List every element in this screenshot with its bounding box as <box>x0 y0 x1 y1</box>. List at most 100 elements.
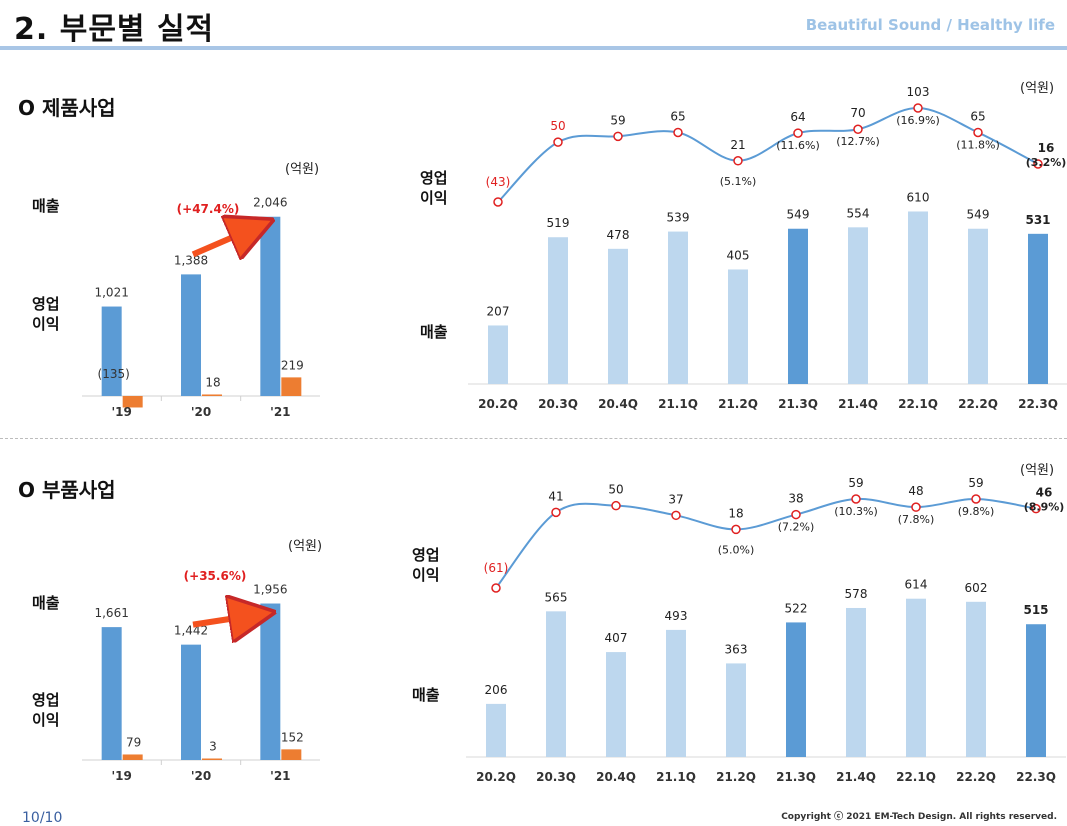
sales-bar <box>726 663 746 757</box>
category-label: 22.2Q <box>958 397 998 411</box>
sales-value-label: 1,442 <box>174 624 208 638</box>
op-value-label: 152 <box>281 730 304 744</box>
sales-bar <box>486 703 506 757</box>
op-margin-label: (9.8%) <box>958 505 995 518</box>
parts-op-label-right: 영업 이익 <box>412 546 440 584</box>
sales-bar <box>548 237 568 384</box>
product-op-label: 영업 이익 <box>32 295 60 333</box>
header-divider <box>0 46 1067 50</box>
sales-value-label: 407 <box>605 631 628 645</box>
product-unit-right: (억원) <box>1020 81 1055 96</box>
parts-unit-left: (억원) <box>288 539 323 554</box>
sales-bar <box>488 325 508 384</box>
op-profit-marker <box>553 137 563 147</box>
sales-bar <box>181 274 201 396</box>
sales-value-label: 206 <box>485 683 508 697</box>
op-margin-label: (16.9%) <box>896 114 940 127</box>
sales-bar <box>968 228 988 384</box>
op-margin-label: (7.2%) <box>778 521 815 534</box>
category-label: '21 <box>270 405 290 419</box>
op-value-label: 59 <box>610 113 625 127</box>
op-profit-bar <box>202 394 222 396</box>
op-profit-line <box>495 497 1037 589</box>
parts-unit-right: (억원) <box>1020 463 1055 478</box>
product-sales-label: 매출 <box>32 197 60 215</box>
category-label: '19 <box>111 405 131 419</box>
sales-value-label: 515 <box>1023 603 1048 617</box>
op-profit-marker <box>611 500 621 511</box>
sales-bar <box>668 231 688 384</box>
op-margin-label: (3.2%) <box>1026 156 1067 169</box>
category-label: 20.4Q <box>596 770 636 784</box>
sales-value-label: 363 <box>725 642 748 656</box>
op-value-label: 18 <box>205 375 220 389</box>
sales-value-label: 1,021 <box>94 286 128 300</box>
op-value-label: 37 <box>668 492 683 506</box>
sales-value-label: 602 <box>965 581 988 595</box>
sales-bar <box>786 622 806 757</box>
op-profit-marker <box>1033 159 1043 169</box>
op-profit-marker <box>731 524 741 535</box>
sales-value-label: 405 <box>727 248 750 262</box>
sales-bar <box>1026 624 1046 757</box>
sales-value-label: 539 <box>667 211 690 225</box>
op-margin-label: (12.7%) <box>836 135 880 148</box>
sales-bar <box>966 601 986 757</box>
sales-value-label: 519 <box>547 216 570 230</box>
op-value-label: 50 <box>608 483 623 497</box>
parts-sales-label-right: 매출 <box>412 686 440 704</box>
op-profit-marker <box>613 131 623 142</box>
parts-quarterly-chart: 206 20.2Q 565 20.3Q 407 20.4Q 493 21.1Q 363 21.2Q… <box>466 476 1066 784</box>
op-profit-marker <box>911 502 921 512</box>
op-profit-marker <box>1031 503 1041 514</box>
op-profit-marker <box>671 510 681 521</box>
copyright-text: Copyright ⓒ 2021 EM-Tech Design. All rig… <box>781 812 1057 822</box>
page-title: 2. 부문별 실적 <box>14 12 215 47</box>
sales-bar <box>608 248 628 384</box>
op-value-label: 103 <box>907 85 930 99</box>
category-label: 20.3Q <box>536 770 576 784</box>
op-value-label: 65 <box>670 109 685 123</box>
sales-value-label: 578 <box>845 587 868 601</box>
category-label: 22.3Q <box>1016 770 1056 784</box>
sales-value-label: 2,046 <box>253 196 287 210</box>
op-profit-marker <box>913 103 923 113</box>
sales-value-label: 1,388 <box>174 253 208 267</box>
sales-bar <box>101 627 122 760</box>
category-label: '21 <box>270 769 290 783</box>
op-value-label: 64 <box>790 110 805 124</box>
op-profit-marker <box>673 127 683 138</box>
op-profit-bar <box>281 749 302 760</box>
parts-op-label: 영업 이익 <box>32 691 60 729</box>
sales-bar <box>546 611 566 757</box>
op-margin-label: (11.8%) <box>956 138 1000 151</box>
sales-bar <box>101 306 122 396</box>
op-profit-marker <box>491 583 501 593</box>
sales-bar <box>848 227 868 384</box>
sales-bar <box>181 644 201 760</box>
sales-value-label: 554 <box>847 206 870 220</box>
category-label: 22.3Q <box>1018 397 1058 411</box>
op-value-label: 48 <box>908 484 923 498</box>
sales-value-label: 610 <box>907 190 930 204</box>
parts-annual-chart: 1,661 79 '19 1,442 3 '20 1,956 152 '21 (+35.6%) <box>82 569 320 783</box>
section-divider <box>0 438 1067 439</box>
category-label: 21.2Q <box>716 770 756 784</box>
op-value-label: (61) <box>484 561 509 575</box>
op-value-label: 41 <box>548 489 563 503</box>
op-value-label: 59 <box>848 476 863 490</box>
op-value-label: 59 <box>968 476 983 490</box>
sales-value-label: 531 <box>1025 213 1050 227</box>
sales-bar <box>666 629 686 757</box>
category-label: 20.3Q <box>538 397 578 411</box>
op-value-label: (135) <box>98 367 130 381</box>
op-value-label: 65 <box>970 109 985 123</box>
sales-bar <box>906 598 926 757</box>
category-label: 21.4Q <box>836 770 876 784</box>
product-op-label-right: 영업 이익 <box>420 169 448 207</box>
category-label: 20.4Q <box>598 397 638 411</box>
sales-value-label: 549 <box>787 208 810 222</box>
product-section-title: O 제품사업 <box>18 96 116 120</box>
op-profit-bar <box>122 396 143 408</box>
